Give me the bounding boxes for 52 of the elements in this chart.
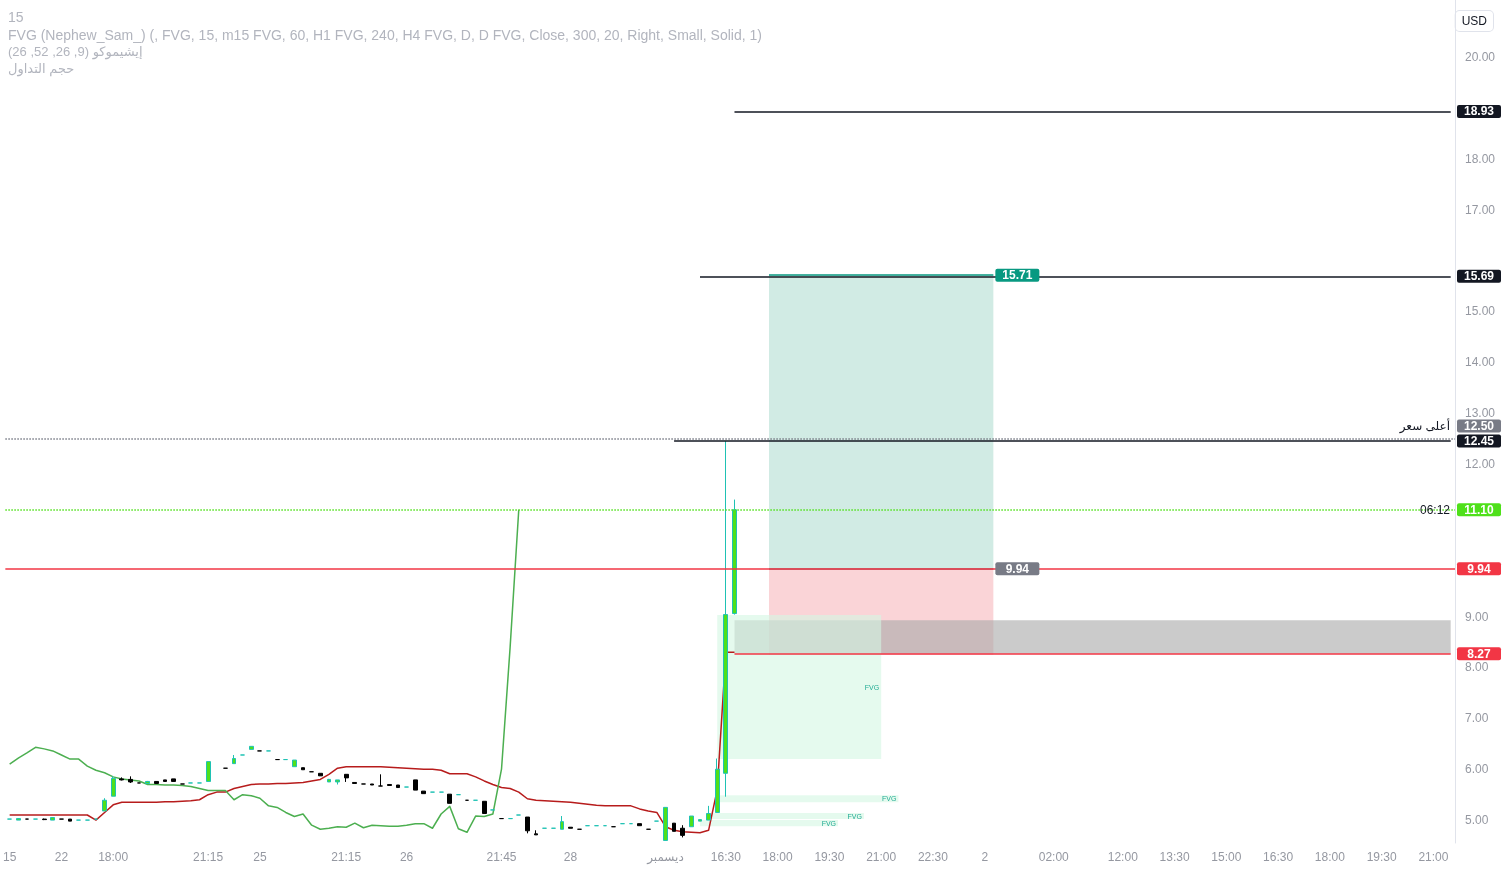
x-tick-label: 22:30: [917, 850, 949, 864]
y-tick-label: 20.00: [1465, 49, 1496, 64]
x-tick-label: ديسمبر: [646, 850, 684, 865]
text: USD: [1461, 14, 1488, 28]
y-tick-label: 18.00: [1465, 151, 1496, 166]
x-tick-label: 21:00: [866, 850, 897, 864]
ref-line-label: 15.69: [1463, 269, 1495, 284]
ref-line-label: 12.50: [1463, 419, 1495, 434]
x-tick-label: 21:00: [1418, 850, 1449, 864]
x-tick-label: 18:00: [98, 850, 129, 864]
y-tick-label: 5.00: [1465, 813, 1489, 828]
y-tick-label: 6.00: [1465, 762, 1489, 777]
y-tick-label: 12.00: [1465, 456, 1496, 471]
x-tick-label: 18:00: [1314, 850, 1346, 864]
x-tick-label: 22: [54, 850, 69, 864]
x-tick-label: 19:30: [814, 850, 845, 864]
y-tick-label: 13.00: [1465, 406, 1496, 421]
x-tick-label: 18:00: [762, 850, 793, 864]
annotation: 06:12: [1419, 502, 1451, 517]
x-tick-label: 25: [253, 850, 267, 864]
x-tick-label: 21:15: [331, 850, 362, 864]
x-tick-label: 12:00: [1107, 850, 1139, 864]
ref-line-label: 12.45: [1463, 434, 1495, 449]
x-tick-label: 13:30: [1159, 850, 1190, 864]
ref-line-label: 11.10: [1464, 502, 1495, 517]
x-tick-label: 19:30: [1366, 850, 1397, 864]
annotation: إيشيموكو (9, 26, 52, 26): [8, 44, 143, 60]
x-tick-label: 16:30: [710, 850, 742, 864]
annotation: حجم التداول: [8, 61, 75, 77]
ref-line-label: 8.27: [1467, 646, 1491, 661]
x-tick-label: 15: [2, 850, 17, 864]
x-tick-label: 28: [563, 850, 578, 864]
x-tick-label: 2: [981, 850, 989, 864]
text: FVG (Nephew_Sam_) (, FVG, 15, m15 FVG, 60, H1 FVG, 240, H4 FVG, D, D FVG, Close, 300, 20, Right, Small, Solid, 1): [8, 27, 762, 43]
x-tick-label: 26: [399, 850, 414, 864]
y-tick-label: 17.00: [1465, 202, 1496, 217]
y-tick-label: 7.00: [1465, 711, 1489, 726]
annotation: أعلى سعر: [1398, 418, 1450, 435]
x-tick-label: 02:00: [1038, 850, 1070, 864]
y-tick-label: 8.00: [1465, 660, 1489, 675]
x-tick-label: 15:00: [1211, 850, 1242, 864]
ref-line-label: 15.71: [1002, 268, 1033, 283]
y-tick-label: 9.00: [1465, 609, 1489, 624]
text: 15: [8, 9, 24, 25]
x-tick-label: 16:30: [1263, 850, 1294, 864]
x-tick-label: 21:45: [486, 850, 517, 864]
ref-line-label: 18.93: [1463, 104, 1495, 119]
y-tick-label: 14.00: [1465, 355, 1496, 370]
y-tick-label: 15.00: [1465, 304, 1496, 319]
ref-line-label: 9.94: [1005, 561, 1030, 576]
ref-line-label: 9.94: [1467, 561, 1491, 576]
x-tick-label: 21:15: [193, 850, 224, 864]
